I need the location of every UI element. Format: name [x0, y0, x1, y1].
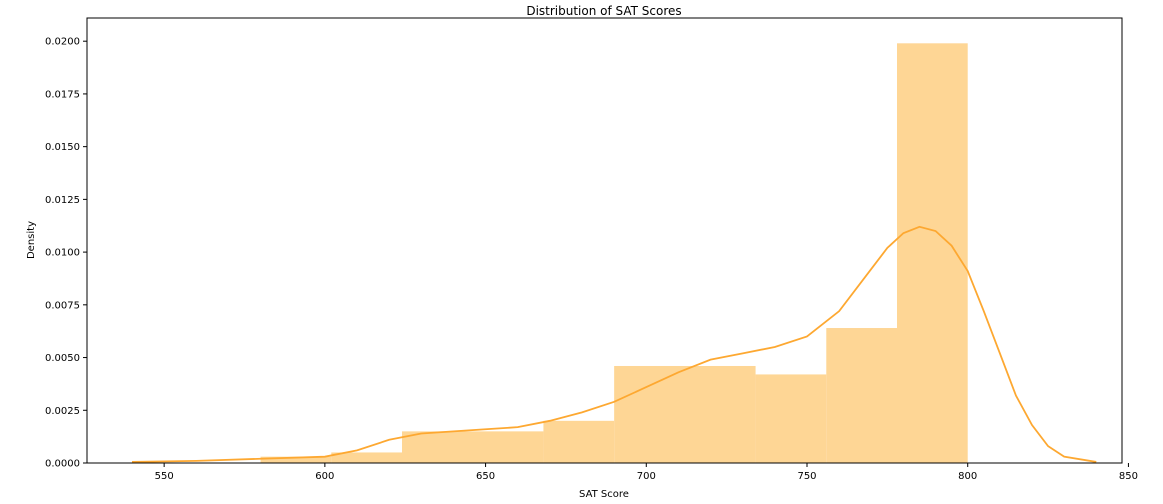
kde-curve: [131, 225, 1097, 463]
histogram-bar-1: [260, 456, 332, 463]
y-tick-label: 0.0075: [45, 300, 80, 311]
y-tick-label: 0.0100: [45, 248, 80, 259]
x-tick-label: 800: [958, 471, 977, 482]
y-tick-label: 0.0000: [45, 459, 80, 470]
histogram-bar-5: [614, 365, 756, 463]
y-tick-label: 0.0125: [45, 195, 80, 206]
y-tick-label: 0.0175: [45, 89, 80, 100]
x-axis-ticks: 550 600 650 700 750 800 850: [155, 463, 1138, 482]
histogram-bar-4: [543, 420, 615, 463]
y-axis-ticks: 0.0000 0.0025 0.0050 0.0075 0.0100 0.0125 0.01…: [45, 37, 87, 470]
y-tick-label: 0.0200: [45, 37, 80, 48]
histogram-bar-7: [826, 328, 897, 463]
x-tick-label: 550: [155, 471, 174, 482]
x-axis-label: SAT Score: [579, 489, 629, 500]
chart-title: Distribution of SAT Scores: [526, 4, 681, 18]
y-tick-label: 0.0150: [45, 142, 80, 153]
x-tick-label: 750: [797, 471, 816, 482]
x-tick-label: 600: [315, 471, 334, 482]
x-tick-label: 700: [637, 471, 656, 482]
y-axis-label: Density: [26, 221, 37, 259]
y-tick-label: 0.0050: [45, 353, 80, 364]
histogram-bar-6: [755, 374, 827, 463]
plot-frame: [86, 17, 1123, 464]
histogram-bars: [260, 43, 968, 464]
x-tick-label: 650: [476, 471, 495, 482]
histogram-bar-3: [402, 431, 544, 463]
histogram-bar-2: [331, 452, 402, 463]
x-tick-label: 850: [1119, 471, 1138, 482]
y-tick-label: 0.0025: [45, 406, 80, 417]
